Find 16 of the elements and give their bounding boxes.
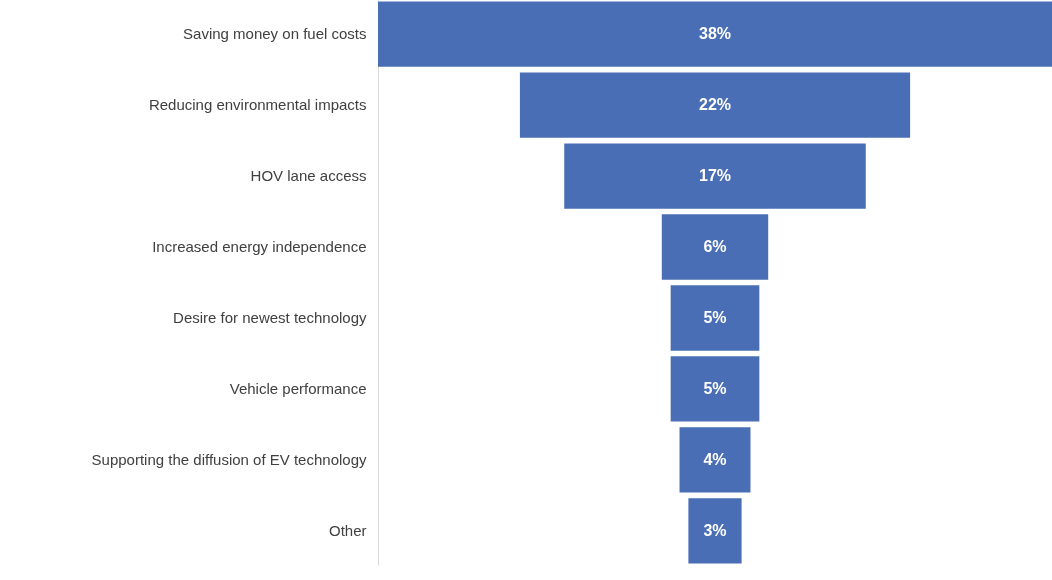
category-label: Other [328,521,367,539]
category-label: Increased energy independence [152,238,367,256]
category-label: Saving money on fuel costs [183,25,367,43]
data-label: 5% [703,379,727,397]
category-label: HOV lane access [250,167,367,185]
data-label: 5% [703,308,727,326]
category-label: Supporting the diffusion of EV technology [91,450,367,468]
category-label: Vehicle performance [229,379,367,397]
data-label: 38% [698,25,732,43]
category-label: Desire for newest technology [173,308,367,326]
data-label: 22% [698,96,732,114]
data-label: 4% [703,450,727,468]
data-label: 17% [698,167,732,185]
data-label: 6% [703,238,727,256]
category-label: Reducing environmental impacts [148,96,367,114]
data-label: 3% [703,521,727,539]
